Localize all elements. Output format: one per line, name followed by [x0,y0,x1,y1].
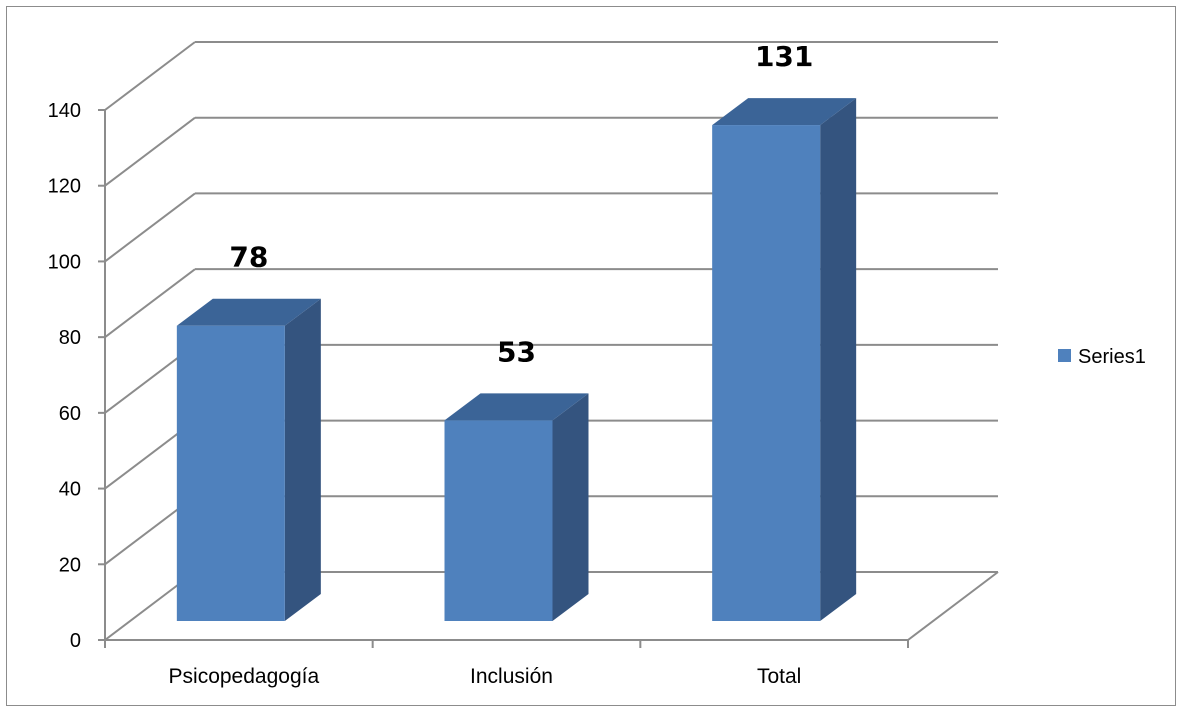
x-tick-label-1: Inclusión [470,665,553,688]
y-tick-label-0: 0 [70,630,81,652]
x-tick-label-2: Total [757,665,801,688]
x-tick-label-0: Psicopedagogía [169,665,320,688]
data-label-2: 131 [755,40,813,73]
legend: Series1 [1058,346,1146,368]
y-tick-label-6: 120 [48,176,81,198]
gridline-side-7 [104,41,196,111]
gridline-side-5 [104,192,196,263]
bar-top-1 [444,393,589,421]
bar-side-2 [820,98,857,622]
y-tick-label-5: 100 [48,251,81,273]
bar-side-0 [284,298,321,621]
y-tick-label-2: 40 [59,479,81,501]
y-tick-label-3: 60 [59,403,81,425]
bar-0 [176,325,285,621]
legend-swatch-series1 [1058,349,1071,362]
gridline-side-4 [104,268,196,338]
bar-1 [444,420,553,621]
floor-right-edge [907,571,999,641]
bar-side-1 [552,393,589,621]
y-tick-label-1: 20 [59,554,81,576]
data-label-0: 78 [229,241,268,274]
data-label-1: 53 [497,335,536,368]
labels-layer: 0 20 40 60 80 100 120 140 78 Psicopedagogía 53 Incl… [48,40,814,688]
y-tick-label-7: 140 [48,100,81,122]
legend-label-series1: Series1 [1078,346,1146,368]
y-tick-label-4: 80 [59,327,81,349]
bar-top-2 [712,98,857,126]
gridline-side-6 [104,116,196,187]
bar-top-0 [176,298,321,326]
bar-2 [712,125,821,622]
bars-layer [176,98,857,622]
